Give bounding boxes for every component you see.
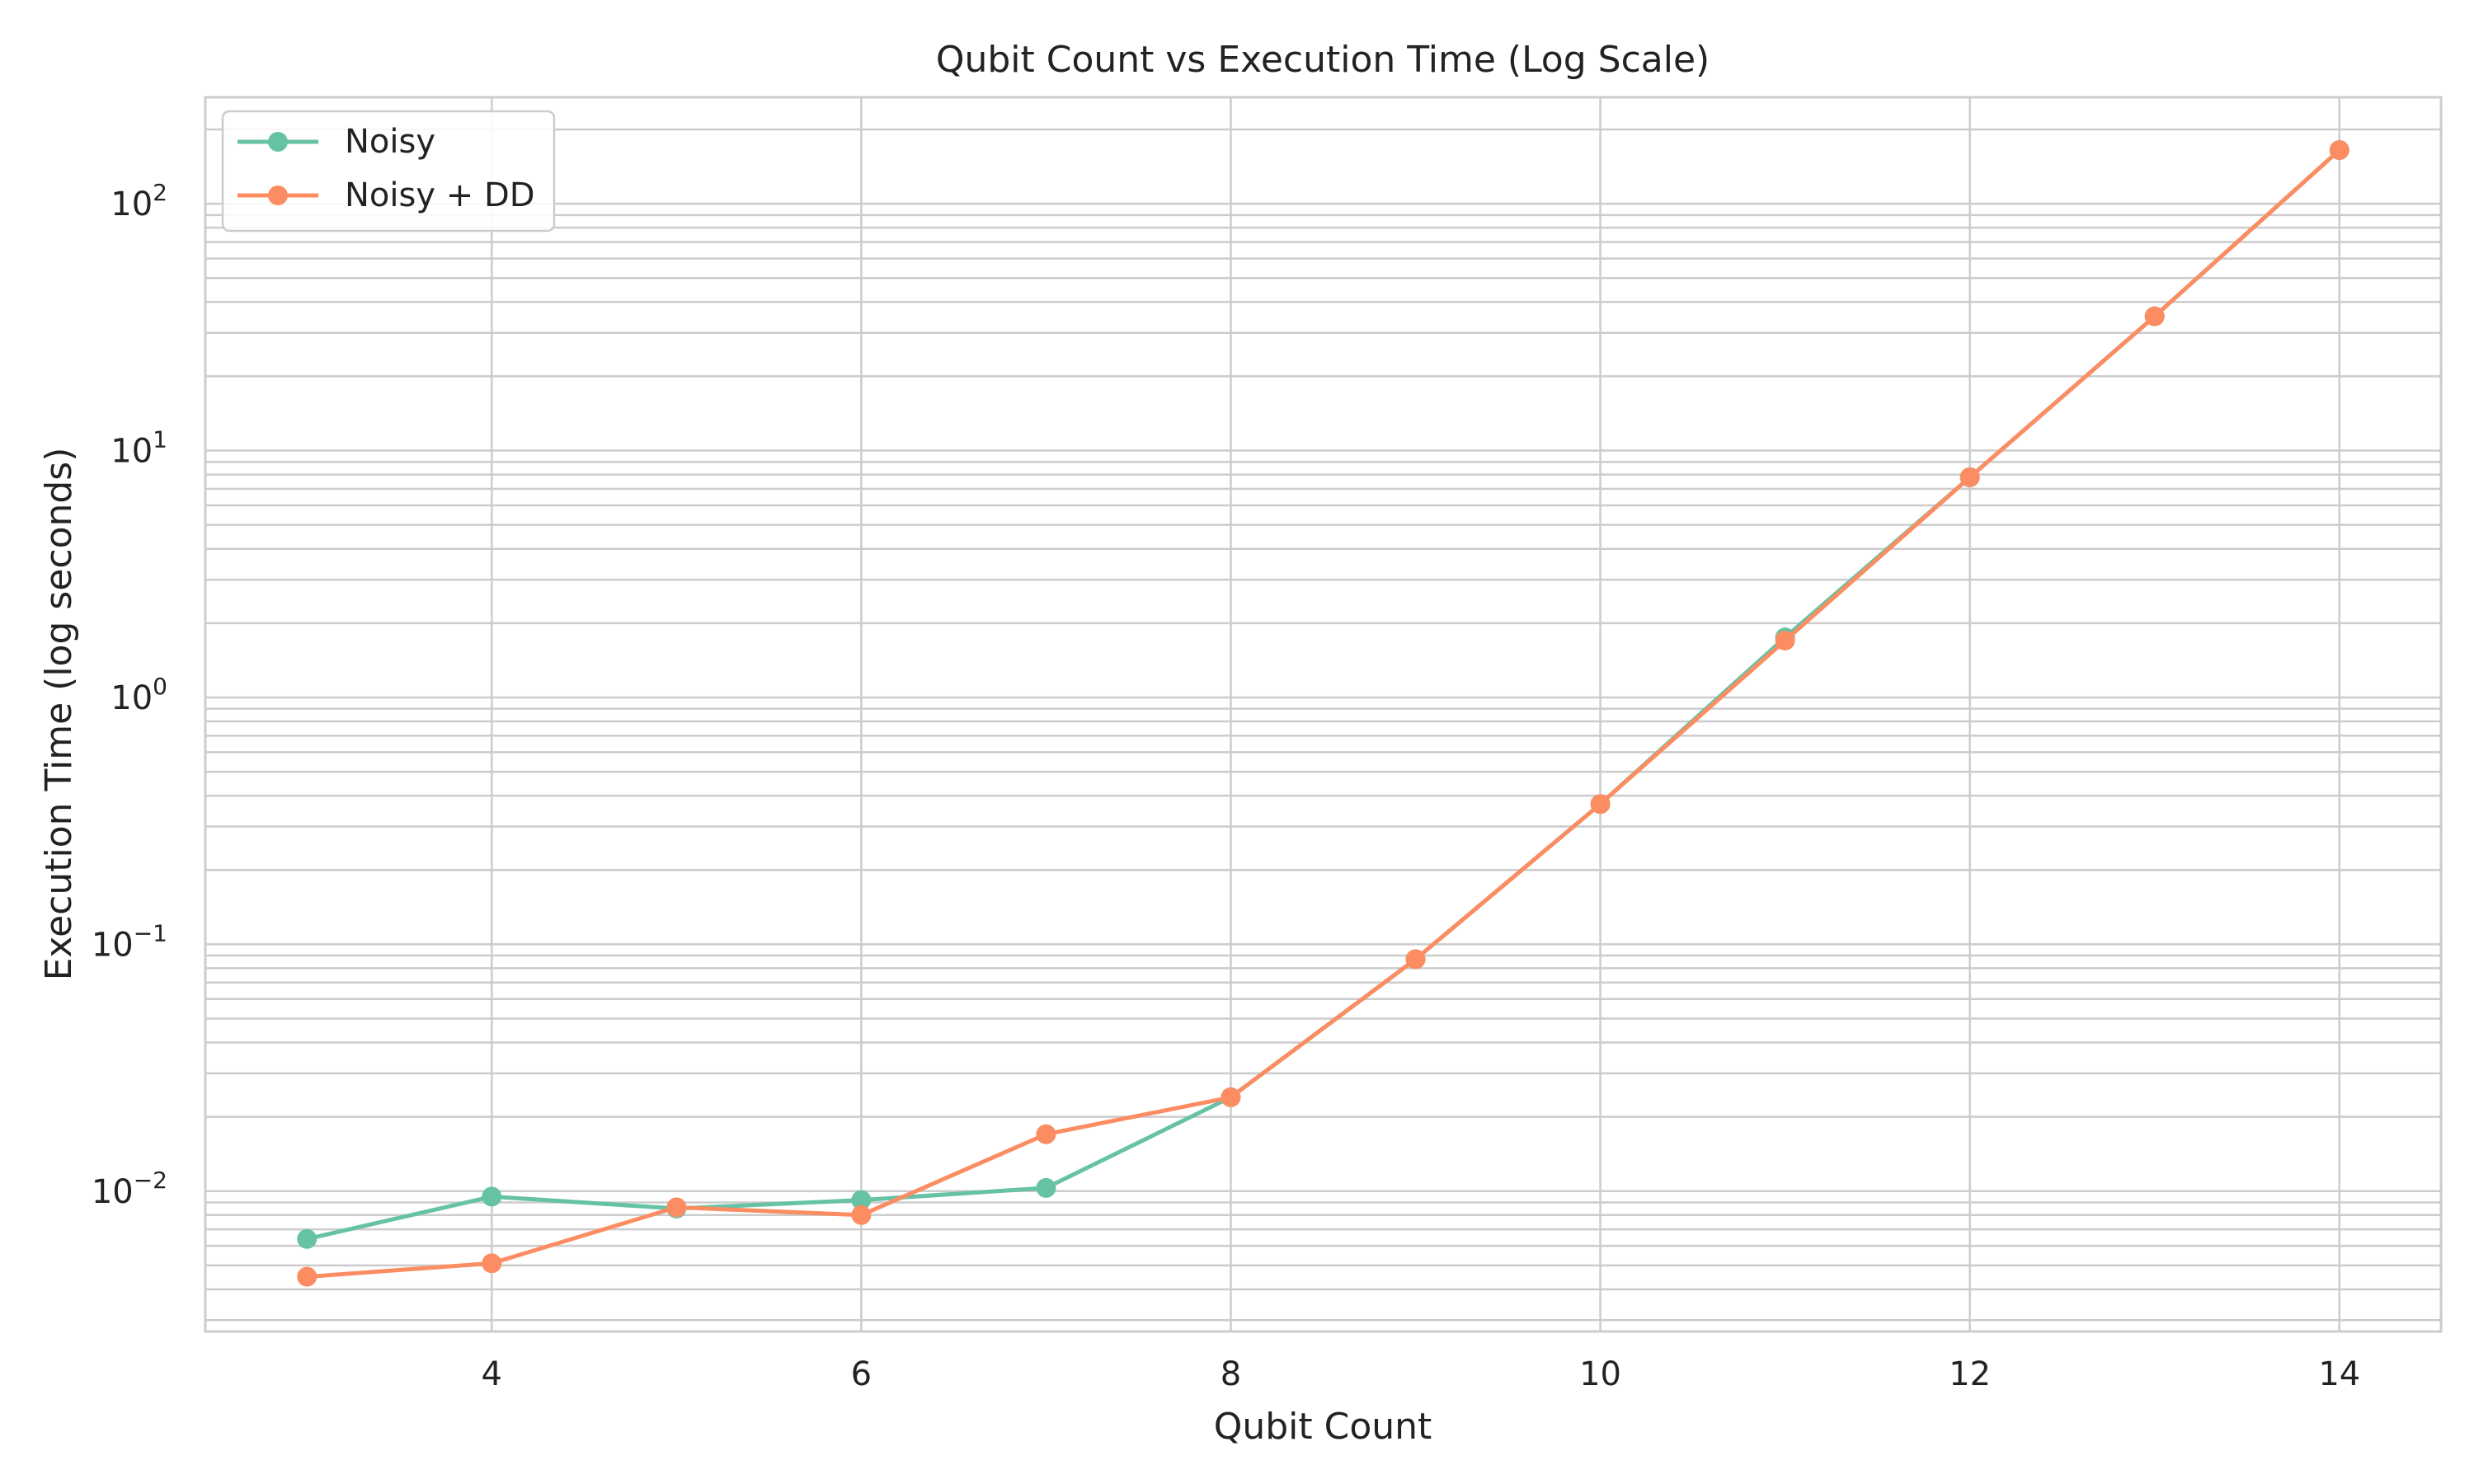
data-point-noisy-dd <box>1221 1087 1241 1107</box>
data-point-noisy-dd <box>1590 794 1611 815</box>
y-axis-ticks: 10−2 10−1 100 101 102 <box>92 179 167 1211</box>
series-layer <box>297 140 2349 1287</box>
data-point-noisy <box>1036 1177 1056 1198</box>
legend-marker-noisy-dd <box>268 186 288 205</box>
x-axis-ticks: 4 6 8 10 12 14 <box>482 1355 2361 1393</box>
grid <box>205 97 2441 1331</box>
x-tick-label: 8 <box>1221 1355 1241 1393</box>
chart-title: Qubit Count vs Execution Time (Log Scale… <box>936 39 1710 81</box>
y-tick-label: 102 <box>111 179 167 223</box>
series-line-noisy-dd <box>307 148 2341 1280</box>
data-point-noisy <box>482 1186 502 1207</box>
data-point-noisy-dd <box>2144 306 2165 326</box>
data-point-noisy-dd <box>482 1253 502 1274</box>
x-tick-label: 10 <box>1579 1355 1621 1393</box>
data-point-noisy <box>851 1190 872 1210</box>
plot-frame <box>204 96 2443 1333</box>
x-tick-label: 6 <box>851 1355 872 1393</box>
x-tick-label: 12 <box>1949 1355 1991 1393</box>
legend-label-noisy-dd: Noisy + DD <box>345 176 535 214</box>
data-point-noisy-dd <box>2329 140 2349 161</box>
x-axis-label: Qubit Count <box>1214 1406 1432 1448</box>
y-tick-label: 10−1 <box>92 919 167 964</box>
x-tick-label: 4 <box>482 1355 502 1393</box>
y-tick-label: 101 <box>111 426 167 471</box>
series-line-noisy <box>306 148 2341 1242</box>
data-point-noisy-dd <box>297 1266 317 1287</box>
data-point-noisy-dd <box>1405 949 1426 970</box>
legend-marker-noisy <box>268 132 288 152</box>
data-point-noisy-dd <box>851 1205 872 1225</box>
y-axis-label: Execution Time (log seconds) <box>38 448 80 981</box>
data-point-noisy-dd <box>1036 1124 1056 1144</box>
legend: Noisy Noisy + DD <box>221 110 556 232</box>
x-tick-label: 14 <box>2318 1355 2360 1393</box>
legend-label-noisy: Noisy <box>345 123 435 161</box>
data-point-noisy-dd <box>1959 467 1980 487</box>
data-point-noisy-dd <box>666 1197 687 1218</box>
data-point-noisy <box>297 1228 317 1249</box>
data-point-noisy-dd <box>1775 630 1795 650</box>
y-tick-label: 10−2 <box>92 1167 167 1211</box>
y-tick-label: 100 <box>111 673 167 717</box>
